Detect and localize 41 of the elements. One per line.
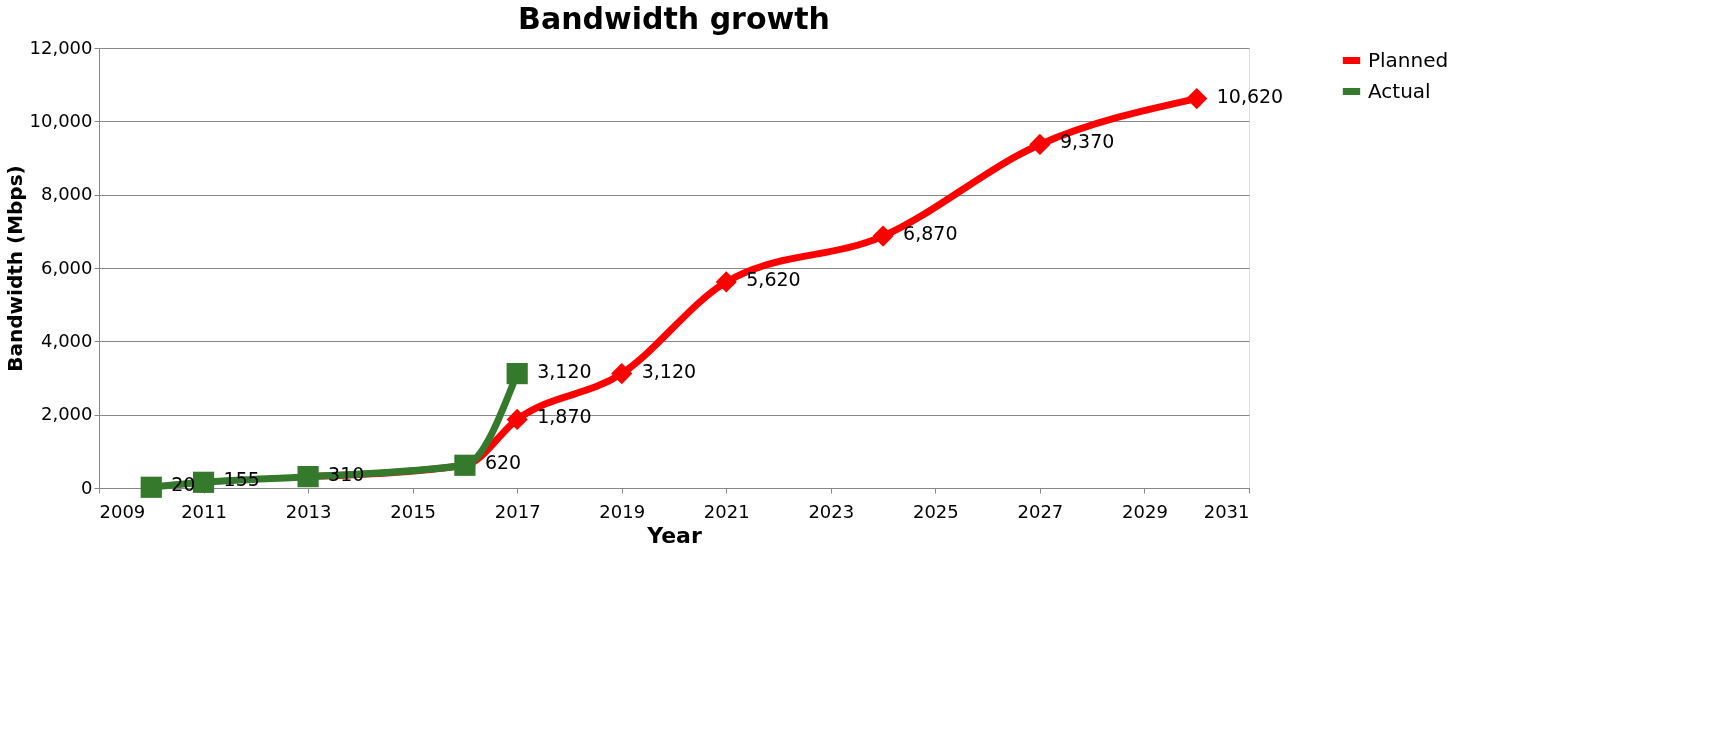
data-label: 3,120 [641,359,697,382]
data-label: 6,870 [903,222,958,245]
x-tick-label: 2031 [1203,500,1250,522]
y-tick-label: 12,000 [29,36,93,58]
point [1029,133,1051,156]
point [506,408,528,431]
x-tick-label: 2019 [599,500,646,522]
y-tick-label: 2,000 [40,403,93,425]
y-tick-label: 6,000 [40,256,93,278]
point [1186,87,1208,110]
data-label: 3,120 [537,359,592,382]
data-label: 10,620 [1216,84,1284,107]
legend-label: Actual [1368,78,1431,103]
x-tick-label: 2023 [808,500,855,522]
point [192,471,215,493]
x-tick-label: 2009 [99,500,146,522]
point [715,271,737,293]
point [611,362,633,385]
y-tick-label: 0 [81,476,93,498]
y-tick-label: 4,000 [40,329,93,351]
x-tick-label: 2017 [494,500,541,522]
point [140,476,162,498]
x-tick-label: 2013 [285,500,332,522]
data-label: 5,620 [746,267,801,290]
y-tick-label: 8,000 [40,183,93,205]
x-tick-label: 2011 [181,500,227,522]
legend-label: Planned [1368,47,1449,72]
data-label: 9,370 [1059,130,1115,153]
point [872,225,894,247]
x-tick-label: 2025 [912,500,959,522]
y-tick-label: 10,000 [29,109,93,131]
x-tick-label: 2015 [390,500,437,522]
x-tick-label: 2027 [1017,500,1064,522]
x-axis-title: Year [646,522,702,548]
data-label: 1,870 [537,405,592,428]
x-tick-label: 2029 [1122,500,1168,522]
point [506,362,528,385]
chart-title: Bandwidth growth [518,1,830,36]
data-label: 620 [484,451,522,474]
y-axis-title: Bandwidth (Mbps) [2,165,27,372]
x-tick-label: 2021 [703,500,750,522]
